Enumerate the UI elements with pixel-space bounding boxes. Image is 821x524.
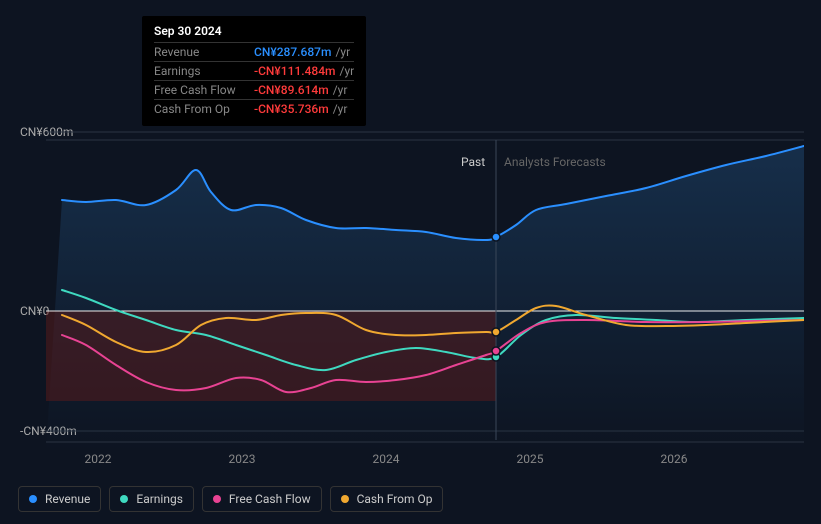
tooltip-value: CN¥287.687m	[254, 45, 331, 59]
x-axis-label: 2022	[85, 452, 112, 466]
past-label: Past	[461, 155, 485, 169]
legend-dot-icon	[341, 495, 349, 503]
y-axis-label: CN¥0	[20, 304, 49, 318]
chart-container: CN¥600mCN¥0-CN¥400m Past Analysts Foreca…	[16, 120, 806, 460]
tooltip-unit: /yr	[335, 45, 350, 59]
legend-item[interactable]: Revenue	[18, 486, 101, 512]
legend-dot-icon	[213, 495, 221, 503]
tooltip-date: Sep 30 2024	[154, 24, 354, 38]
x-axis-label: 2023	[229, 452, 256, 466]
forecast-label: Analysts Forecasts	[504, 155, 606, 169]
tooltip-unit: /yr	[333, 102, 348, 116]
chart-tooltip: Sep 30 2024 RevenueCN¥287.687m/yrEarning…	[142, 16, 366, 126]
chart-legend: Revenue Earnings Free Cash Flow Cash From O…	[18, 486, 443, 512]
tooltip-value: -CN¥111.484m	[254, 64, 336, 78]
x-axis-label: 2025	[517, 452, 544, 466]
tooltip-row: Cash From Op-CN¥35.736m/yr	[154, 99, 354, 118]
tooltip-label: Earnings	[154, 64, 254, 78]
tooltip-value: -CN¥35.736m	[254, 102, 329, 116]
tooltip-row: Earnings-CN¥111.484m/yr	[154, 61, 354, 80]
legend-item[interactable]: Earnings	[109, 486, 194, 512]
legend-label: Free Cash Flow	[229, 492, 311, 506]
chart-plot[interactable]: Past Analysts Forecasts 2022202320242025…	[46, 120, 804, 450]
legend-label: Earnings	[136, 492, 183, 506]
legend-item[interactable]: Cash From Op	[330, 486, 444, 512]
tooltip-label: Cash From Op	[154, 102, 254, 116]
tooltip-row: RevenueCN¥287.687m/yr	[154, 42, 354, 61]
tooltip-value: -CN¥89.614m	[254, 83, 329, 97]
legend-label: Cash From Op	[357, 492, 433, 506]
legend-dot-icon	[120, 495, 128, 503]
x-axis-label: 2024	[373, 452, 400, 466]
tooltip-unit: /yr	[333, 83, 348, 97]
x-axis-label: 2026	[661, 452, 688, 466]
tooltip-label: Free Cash Flow	[154, 83, 254, 97]
legend-label: Revenue	[45, 492, 90, 506]
legend-item[interactable]: Free Cash Flow	[202, 486, 322, 512]
tooltip-row: Free Cash Flow-CN¥89.614m/yr	[154, 80, 354, 99]
legend-dot-icon	[29, 495, 37, 503]
tooltip-unit: /yr	[340, 64, 355, 78]
tooltip-label: Revenue	[154, 45, 254, 59]
x-axis: 2022 2023 2024 2025 2026	[46, 452, 804, 472]
